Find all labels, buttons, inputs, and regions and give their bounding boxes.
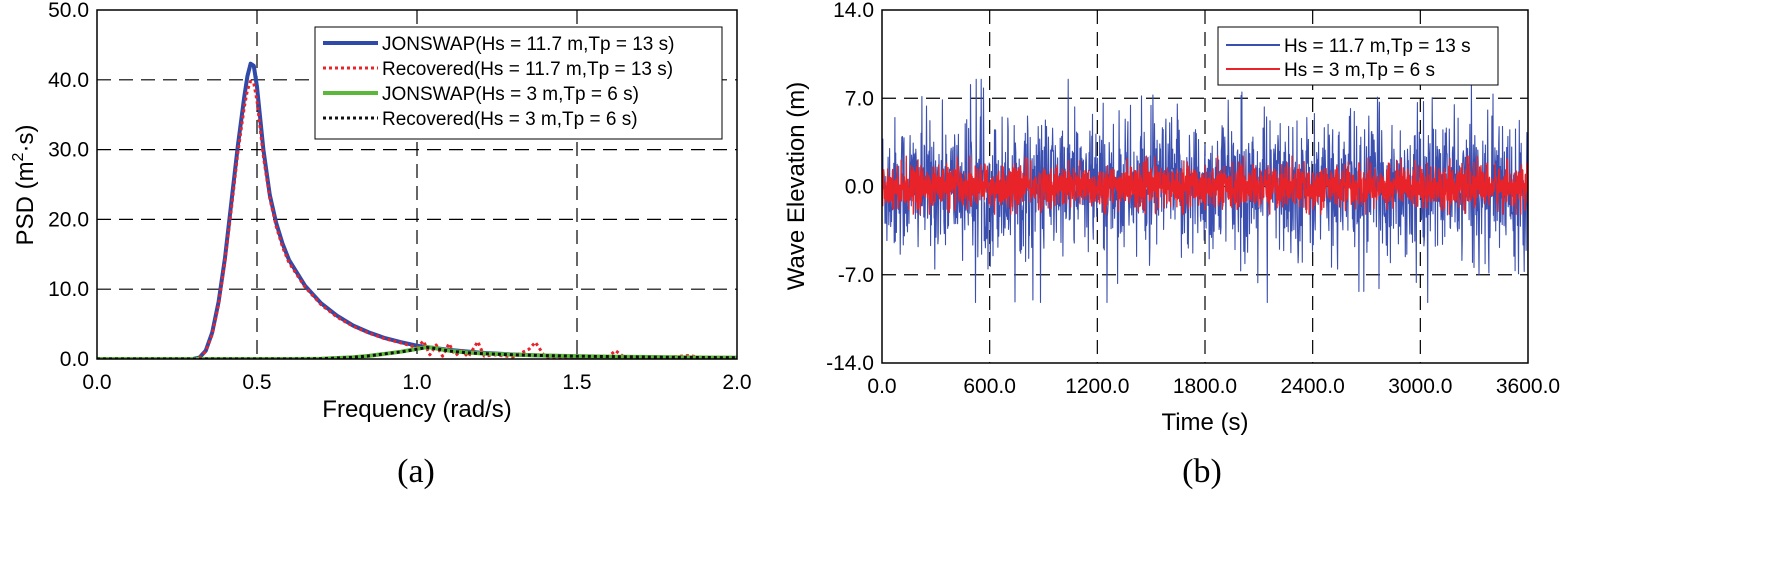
- psd-y-label-tail: ·s): [12, 125, 39, 153]
- elevation-x-tick-label: 1200.0: [1065, 375, 1129, 398]
- psd-x-tick-label: 1.0: [402, 371, 431, 394]
- elevation-frame: [881, 9, 1529, 364]
- elevation-y-tick-label: -14.0: [826, 352, 874, 375]
- psd-legend-box: [314, 26, 723, 140]
- elevation-y-tick-label: 14.0: [833, 0, 874, 22]
- psd-series-recovered-hs-3-m-tp-6-s: [97, 346, 737, 359]
- caption-b: (b): [1182, 453, 1222, 490]
- elevation-y-tick-label: 0.0: [845, 176, 874, 199]
- psd-legend-label: Recovered(Hs = 3 m,Tp = 6 s): [382, 109, 638, 130]
- psd-y-tick-label: 0.0: [60, 348, 89, 371]
- psd-legend-label: JONSWAP(Hs = 11.7 m,Tp = 13 s): [382, 34, 674, 55]
- elevation-x-tick-label: 3000.0: [1388, 375, 1452, 398]
- elevation-y-tick-label: -7.0: [838, 264, 874, 287]
- psd-y-tick-label: 40.0: [48, 69, 89, 92]
- elevation-x-tick-label: 0.0: [867, 375, 896, 398]
- elevation-legend-label: Hs = 11.7 m,Tp = 13 s: [1284, 36, 1471, 57]
- caption-a: (a): [397, 453, 435, 490]
- elevation-chart: 0.0 600.0 1200.0 1800.0 2400.0 3000.0 3600.0 -1…: [783, 0, 1560, 436]
- elevation-x-tick-label: 1800.0: [1173, 375, 1237, 398]
- psd-chart: 0.0 0.5 1.0 1.5 2.0 0.0 10.0 20.0 30.0 40.0 50.0 F…: [10, 0, 752, 423]
- elevation-legend-label: Hs = 3 m,Tp = 6 s: [1284, 60, 1435, 81]
- psd-y-label-sup: 2: [10, 152, 27, 161]
- psd-y-tick-label: 10.0: [48, 278, 89, 301]
- elevation-y-axis-label: Wave Elevation (m): [783, 82, 810, 291]
- elevation-x-tick-label: 3600.0: [1496, 375, 1560, 398]
- elevation-ticks: 0.0 600.0 1200.0 1800.0 2400.0 3000.0 3600.0 -1…: [826, 0, 1560, 398]
- psd-legend-label: Recovered(Hs = 11.7 m,Tp = 13 s): [382, 59, 673, 80]
- psd-ticks: 0.0 0.5 1.0 1.5 2.0 0.0 10.0 20.0 30.0 40.0 50.0: [48, 0, 751, 394]
- elevation-legend-box: [1217, 26, 1499, 86]
- elevation-series-hs-3-m-tp-6-s: [882, 155, 1528, 215]
- psd-legend: JONSWAP(Hs = 11.7 m,Tp = 13 s) Recovered(…: [314, 26, 723, 140]
- psd-y-tick-label: 20.0: [48, 208, 89, 231]
- psd-x-tick-label: 0.5: [242, 371, 271, 394]
- psd-frame: [96, 9, 738, 360]
- psd-x-axis-label: Frequency (rad/s): [322, 396, 511, 423]
- elevation-y-tick-label: 7.0: [845, 87, 874, 110]
- psd-y-tick-label: 50.0: [48, 0, 89, 22]
- elevation-x-axis-label: Time (s): [1161, 409, 1248, 436]
- psd-y-label-main: PSD (m: [12, 161, 39, 245]
- elevation-x-tick-label: 2400.0: [1281, 375, 1345, 398]
- elevation-legend: Hs = 11.7 m,Tp = 13 s Hs = 3 m,Tp = 6 s: [1217, 26, 1499, 86]
- psd-x-tick-label: 1.5: [562, 371, 591, 394]
- psd-y-tick-label: 30.0: [48, 139, 89, 162]
- psd-legend-label: JONSWAP(Hs = 3 m,Tp = 6 s): [382, 84, 639, 105]
- elevation-series-group: [882, 78, 1528, 304]
- elevation-x-tick-label: 600.0: [963, 375, 1016, 398]
- psd-y-axis-label: PSD (m2·s): [10, 125, 39, 246]
- psd-x-tick-label: 2.0: [722, 371, 751, 394]
- psd-x-tick-label: 0.0: [82, 371, 111, 394]
- psd-series-group: [97, 61, 737, 359]
